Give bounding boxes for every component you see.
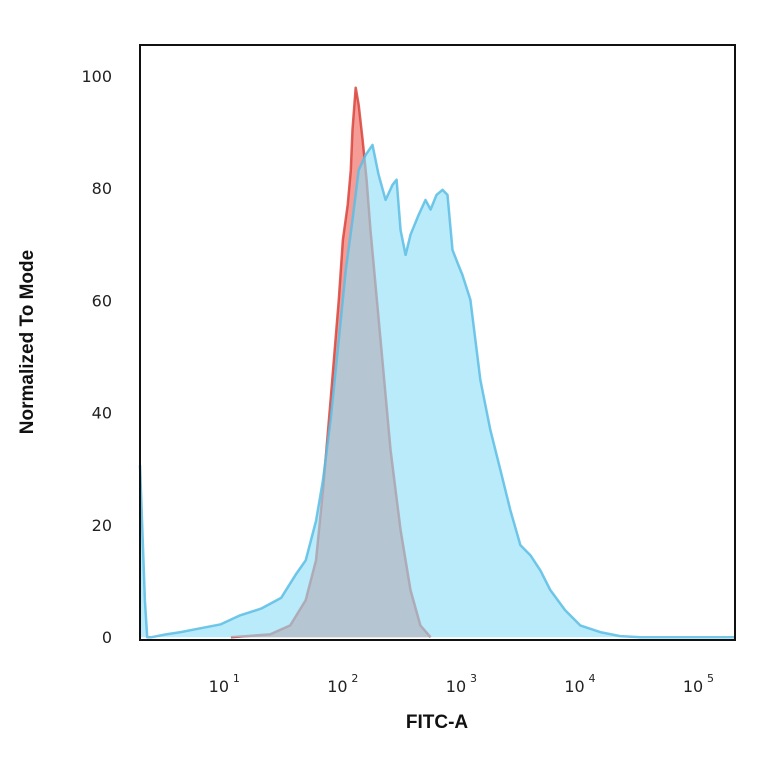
y-axis-label: Normalized To Mode [17, 250, 38, 434]
x-tick-exponent: 1 [233, 672, 240, 685]
x-tick-base: 10 [446, 677, 466, 696]
y-tick-label: 60 [92, 291, 112, 310]
x-tick-label: 10 4 [564, 672, 595, 696]
series-1-line [138, 143, 735, 639]
series-1-area [140, 144, 735, 638]
y-tick-label: 0 [102, 628, 112, 647]
x-tick-base: 10 [564, 677, 584, 696]
y-tick-label: 20 [92, 516, 112, 535]
x-tick-label: 10 2 [327, 672, 358, 696]
x-axis-label: FITC-A [406, 712, 469, 733]
y-tick-label: 100 [81, 67, 112, 86]
x-tick-exponent: 4 [589, 672, 596, 685]
y-tick-label: 80 [92, 179, 112, 198]
x-tick-exponent: 3 [470, 672, 477, 685]
x-tick-base: 10 [209, 677, 229, 696]
y-tick-labels: 0 20 40 60 80 100 [81, 67, 112, 647]
x-tick-exponent: 2 [351, 672, 358, 685]
series-layer [138, 86, 735, 639]
x-tick-base: 10 [683, 677, 703, 696]
x-tick-labels: 10 1 10 2 10 3 10 4 10 5 [209, 672, 714, 696]
y-tick-label: 40 [92, 404, 112, 423]
x-tick-label: 10 3 [446, 672, 477, 696]
x-tick-label: 10 5 [683, 672, 714, 696]
x-tick-exponent: 5 [707, 672, 714, 685]
x-tick-base: 10 [327, 677, 347, 696]
plot-frame [139, 44, 736, 641]
x-tick-label: 10 1 [209, 672, 240, 696]
